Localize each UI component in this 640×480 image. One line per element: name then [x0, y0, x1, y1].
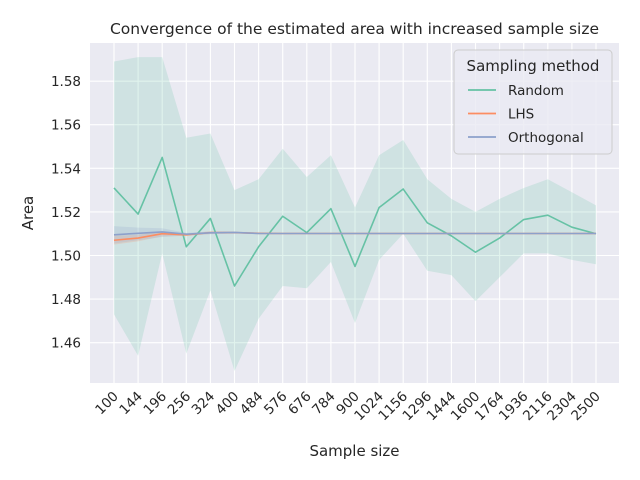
legend-entries: Random LHS Orthogonal	[468, 83, 584, 146]
y-tick-label: 1.56	[51, 118, 81, 134]
legend-box	[453, 49, 613, 155]
grid	[90, 43, 619, 383]
series-lines	[113, 156, 597, 287]
y-tick-labels: 1.46 1.48 1.50 1.52 1.54 1.56 1.58	[51, 74, 81, 352]
random-series-line	[113, 156, 597, 287]
x-tick-label: 784	[309, 389, 339, 419]
x-tick-label: 256	[165, 389, 195, 419]
y-tick-label: 1.50	[51, 249, 81, 265]
x-tick-label: 324	[189, 389, 219, 419]
orthogonal-series-line	[113, 231, 596, 236]
y-tick-label: 1.54	[51, 161, 81, 177]
y-tick-label: 1.58	[51, 74, 81, 90]
x-tick-label: 400	[213, 389, 243, 419]
y-tick-label: 1.52	[51, 205, 81, 221]
y-tick-label: 1.48	[51, 292, 81, 308]
y-tick-label: 1.46	[51, 336, 81, 352]
x-tick-label: 100	[92, 389, 122, 419]
x-tick-label: 196	[140, 389, 170, 419]
legend-label-orthogonal: Orthogonal	[508, 130, 584, 146]
y-axis-label: Area	[19, 196, 37, 231]
legend: Sampling method Random LHS Orthogonal	[453, 49, 613, 155]
x-axis-label: Sample size	[309, 442, 399, 460]
legend-label-random: Random	[508, 83, 564, 99]
x-tick-label: 484	[237, 389, 267, 419]
x-tick-labels: 1001441962563244004845766767849001024115…	[92, 389, 604, 425]
x-tick-label: 144	[116, 389, 146, 419]
legend-title: Sampling method	[467, 57, 600, 75]
random-confidence-band	[114, 57, 596, 372]
legend-label-lhs: LHS	[508, 107, 534, 123]
x-tick-label: 576	[261, 389, 291, 419]
x-tick-label: 676	[285, 389, 315, 419]
chart-title: Convergence of the estimated area with i…	[110, 20, 599, 38]
